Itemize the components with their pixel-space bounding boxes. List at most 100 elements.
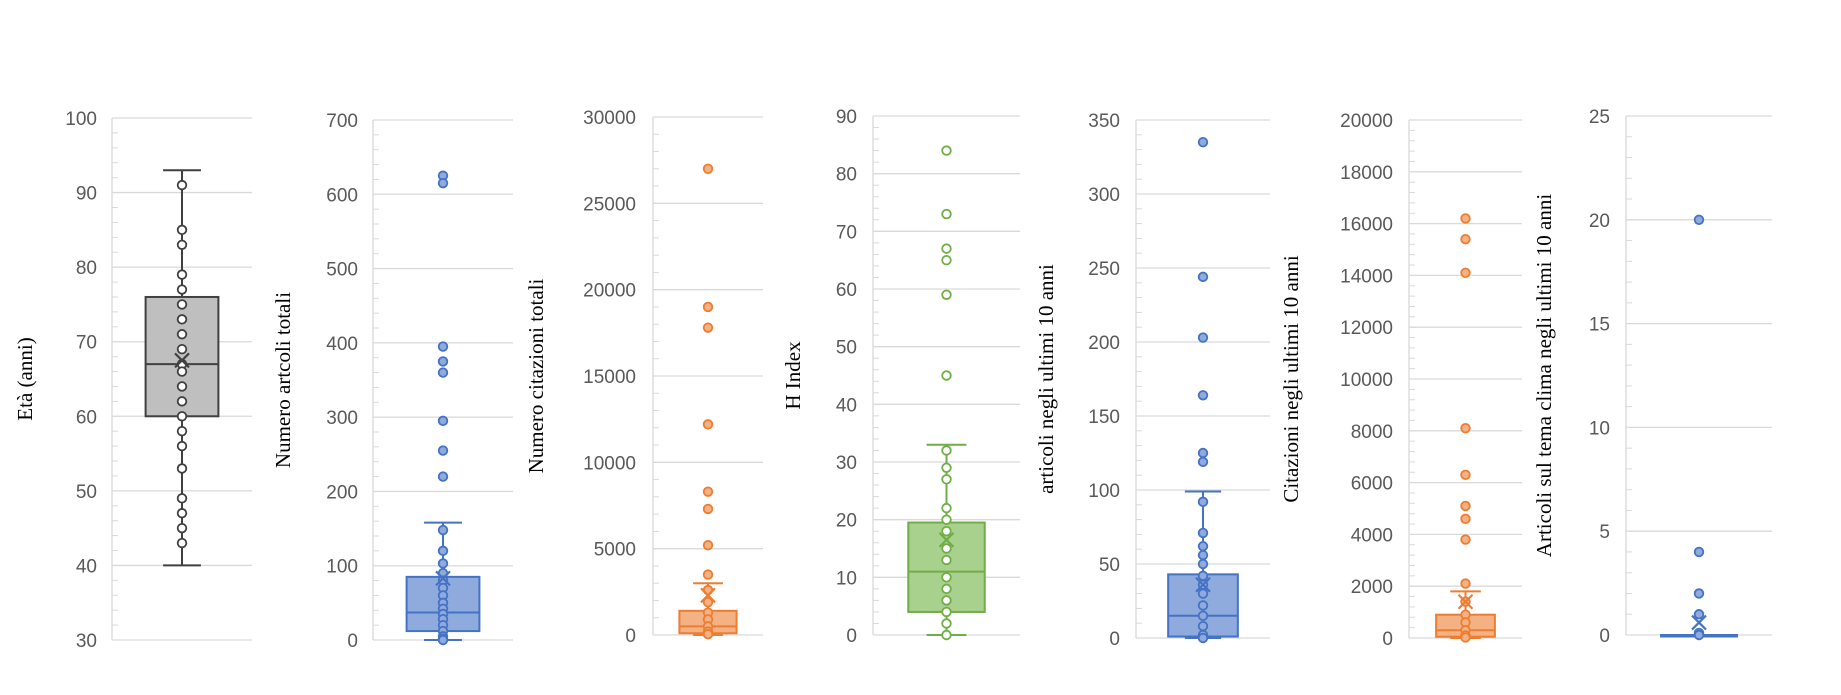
y-tick-label: 0 bbox=[1599, 626, 1610, 647]
y-tick-label: 90 bbox=[836, 107, 857, 128]
data-point bbox=[176, 343, 188, 355]
data-point bbox=[437, 415, 449, 427]
y-tick-label: 14000 bbox=[1340, 266, 1393, 287]
y-tick-label: 60 bbox=[76, 407, 97, 428]
y-tick-label: 300 bbox=[326, 408, 358, 429]
data-point bbox=[1460, 534, 1471, 545]
data-point bbox=[1693, 629, 1705, 641]
data-point bbox=[1460, 632, 1471, 643]
y-tick-label: 25000 bbox=[583, 194, 636, 215]
mean-marker bbox=[1457, 593, 1474, 610]
data-point bbox=[1197, 610, 1209, 622]
mean-marker bbox=[1195, 576, 1211, 593]
data-point bbox=[176, 440, 188, 452]
y-tick-label: 15 bbox=[1589, 315, 1610, 336]
data-point bbox=[702, 322, 714, 333]
data-point bbox=[702, 503, 714, 515]
data-point bbox=[437, 545, 449, 557]
y-tick-label: 50 bbox=[836, 338, 857, 359]
data-point bbox=[1197, 558, 1209, 570]
y-tick-label: 0 bbox=[1109, 629, 1120, 650]
data-point bbox=[176, 299, 188, 310]
data-point bbox=[1197, 456, 1209, 468]
chart-panel-7: 0 5 10 15 20 25 Articoli sul tema clima negli … bbox=[1532, 107, 1772, 647]
data-point bbox=[176, 396, 188, 407]
y-tick-label: 200 bbox=[326, 482, 358, 503]
data-point bbox=[1197, 527, 1209, 539]
y-tick-label: 400 bbox=[326, 334, 358, 355]
y-tick-label: 20000 bbox=[583, 281, 636, 302]
data-point bbox=[1197, 447, 1209, 459]
data-point bbox=[702, 163, 714, 175]
mean-marker bbox=[1691, 614, 1707, 631]
y-tick-label: 0 bbox=[846, 626, 857, 647]
y-tick-label: 100 bbox=[65, 109, 97, 130]
chart-panel-3: 0 5000 10000 15000 20000 25000 30000 Numero cit… bbox=[524, 108, 763, 647]
y-tick-label: 2000 bbox=[1351, 577, 1393, 598]
data-point bbox=[702, 419, 714, 430]
data-point bbox=[702, 596, 714, 608]
data-point bbox=[941, 208, 952, 220]
y-tick-label: 6000 bbox=[1351, 474, 1393, 495]
data-point bbox=[702, 569, 714, 580]
data-point bbox=[176, 269, 188, 280]
y-tick-label: 0 bbox=[347, 631, 358, 652]
data-point bbox=[437, 341, 449, 352]
data-point bbox=[176, 239, 188, 250]
data-point bbox=[1197, 271, 1209, 283]
y-tick-label: 500 bbox=[326, 260, 358, 281]
data-point bbox=[437, 367, 449, 378]
y-axis-title: H Index bbox=[781, 341, 805, 410]
y-tick-label: 100 bbox=[326, 557, 358, 578]
chart-panel-5: 0 50 100 150 200 250 300 350 articoli negli ulti… bbox=[1034, 111, 1270, 650]
chart-panel-1: 30 40 50 60 70 80 90 100 Età (anni) bbox=[13, 109, 252, 652]
y-axis-title: Età (anni) bbox=[13, 337, 37, 420]
data-point bbox=[1460, 578, 1471, 589]
data-point bbox=[941, 243, 952, 254]
y-tick-label: 8000 bbox=[1351, 422, 1393, 443]
y-axis-title: articoli negli ultimi 10 anni bbox=[1034, 264, 1058, 494]
data-point bbox=[176, 179, 188, 191]
data-point bbox=[1460, 423, 1471, 434]
data-point bbox=[1197, 136, 1209, 148]
data-point bbox=[1197, 620, 1209, 632]
y-tick-label: 60 bbox=[836, 280, 857, 301]
y-tick-label: 40 bbox=[836, 395, 857, 416]
mean-marker bbox=[174, 352, 190, 369]
chart-panel-4: 0 10 20 30 40 50 60 70 80 90 H Index bbox=[781, 107, 1020, 647]
data-point bbox=[1197, 541, 1209, 552]
y-tick-label: 50 bbox=[76, 482, 97, 503]
y-tick-label: 200 bbox=[1088, 333, 1120, 354]
data-point bbox=[1460, 267, 1471, 279]
data-point bbox=[1197, 332, 1209, 343]
y-tick-label: 0 bbox=[1382, 629, 1393, 650]
data-point bbox=[176, 329, 188, 340]
data-point bbox=[1460, 500, 1471, 512]
data-point bbox=[941, 445, 952, 456]
data-point bbox=[176, 381, 188, 392]
data-point bbox=[176, 508, 188, 519]
y-tick-label: 18000 bbox=[1340, 163, 1393, 184]
data-point bbox=[176, 493, 188, 504]
data-point bbox=[437, 356, 449, 367]
y-tick-label: 20000 bbox=[1340, 111, 1393, 132]
y-tick-label: 70 bbox=[76, 333, 97, 354]
y-tick-label: 10000 bbox=[1340, 370, 1393, 391]
data-point bbox=[437, 177, 449, 189]
y-tick-label: 250 bbox=[1088, 259, 1120, 280]
data-point bbox=[941, 502, 952, 514]
data-point bbox=[1197, 632, 1209, 644]
data-point bbox=[941, 606, 952, 618]
data-point bbox=[1197, 549, 1209, 561]
y-tick-label: 4000 bbox=[1351, 525, 1393, 546]
data-point bbox=[941, 289, 952, 300]
mean-marker bbox=[435, 570, 451, 587]
chart-panel-2: 0 100 200 300 400 500 600 700 Numero artcoli tot… bbox=[271, 111, 513, 652]
data-point bbox=[1197, 570, 1209, 582]
mean-marker bbox=[938, 532, 955, 548]
data-point bbox=[176, 522, 188, 534]
data-point bbox=[1460, 233, 1471, 245]
y-tick-label: 300 bbox=[1088, 185, 1120, 206]
data-point bbox=[176, 463, 188, 474]
data-point bbox=[437, 471, 449, 482]
